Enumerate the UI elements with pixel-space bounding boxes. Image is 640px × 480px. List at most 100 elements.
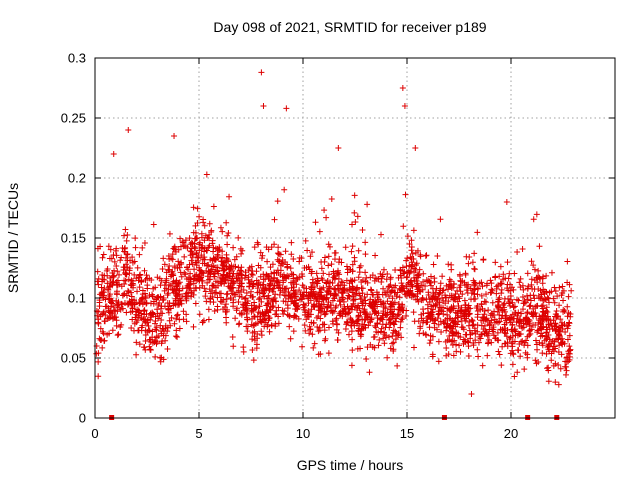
data-point xyxy=(445,286,451,293)
data-point xyxy=(123,261,130,268)
data-point xyxy=(392,336,399,343)
data-point xyxy=(147,310,154,317)
data-point xyxy=(249,346,256,353)
data-point xyxy=(226,263,233,270)
data-point xyxy=(277,251,284,258)
data-point xyxy=(111,258,118,265)
data-point xyxy=(551,338,558,345)
data-point xyxy=(463,331,470,338)
data-point xyxy=(287,335,294,342)
data-point xyxy=(437,307,444,314)
data-point xyxy=(268,270,275,277)
data-point xyxy=(154,306,161,313)
data-point xyxy=(504,281,511,288)
data-point xyxy=(157,358,164,365)
data-point xyxy=(430,290,437,297)
data-point xyxy=(376,336,383,343)
data-point xyxy=(427,332,434,339)
data-point xyxy=(267,282,274,289)
data-point xyxy=(147,336,154,343)
data-point xyxy=(357,309,364,316)
data-point xyxy=(144,282,151,289)
data-point xyxy=(340,289,347,296)
data-point xyxy=(377,298,384,305)
data-point xyxy=(127,309,134,316)
data-point xyxy=(158,277,165,284)
data-point xyxy=(484,352,491,359)
data-point xyxy=(179,285,186,292)
data-point xyxy=(463,287,470,294)
data-point xyxy=(136,300,143,307)
data-point xyxy=(494,337,501,344)
data-point xyxy=(147,300,154,307)
data-point xyxy=(230,244,237,251)
data-point xyxy=(390,327,397,334)
data-point xyxy=(551,299,558,306)
data-point xyxy=(408,237,415,244)
data-point xyxy=(349,303,356,310)
data-point xyxy=(307,253,314,260)
data-point xyxy=(526,327,533,334)
data-point xyxy=(325,350,332,357)
data-point xyxy=(275,258,282,265)
data-point xyxy=(519,306,526,313)
data-point xyxy=(458,313,465,320)
data-point xyxy=(383,321,390,328)
data-point xyxy=(164,324,171,331)
data-point xyxy=(201,254,208,261)
data-point xyxy=(96,299,103,306)
data-point xyxy=(326,285,333,292)
data-point xyxy=(431,275,438,282)
data-point xyxy=(133,299,140,306)
data-point xyxy=(224,241,231,248)
data-point xyxy=(314,323,321,330)
data-point xyxy=(123,237,130,244)
data-point xyxy=(465,305,472,312)
data-point xyxy=(248,263,255,270)
data-point xyxy=(361,294,368,301)
data-point xyxy=(455,303,462,310)
data-point xyxy=(530,216,537,223)
data-point xyxy=(190,280,197,287)
data-point xyxy=(161,261,168,268)
data-point xyxy=(526,303,533,310)
data-point xyxy=(495,282,502,289)
x-tick-label: 5 xyxy=(195,426,202,441)
data-point xyxy=(440,319,447,326)
data-point xyxy=(286,312,293,319)
data-point xyxy=(140,344,147,351)
data-point xyxy=(524,333,531,340)
data-point xyxy=(227,266,234,273)
data-point xyxy=(387,320,394,327)
data-point xyxy=(429,296,436,303)
data-point xyxy=(176,316,183,323)
data-point xyxy=(340,308,347,315)
data-point xyxy=(277,287,284,294)
data-point xyxy=(566,332,573,339)
data-point xyxy=(509,321,516,328)
data-point xyxy=(134,264,141,271)
data-point xyxy=(390,319,397,326)
data-point xyxy=(237,267,244,274)
data-point xyxy=(503,333,510,340)
data-point xyxy=(552,345,559,352)
data-point xyxy=(229,280,236,287)
data-point xyxy=(411,344,418,351)
data-point xyxy=(159,266,166,273)
data-point xyxy=(325,253,332,260)
data-point xyxy=(562,371,569,378)
data-point xyxy=(279,273,286,280)
data-point xyxy=(163,269,170,276)
data-point xyxy=(324,305,331,312)
data-point xyxy=(351,192,358,199)
data-point xyxy=(219,228,226,235)
data-point xyxy=(320,321,327,328)
data-point xyxy=(490,332,497,339)
data-point xyxy=(426,340,433,347)
data-point xyxy=(543,315,550,322)
data-point xyxy=(281,308,288,315)
data-point xyxy=(544,365,551,372)
data-point xyxy=(133,351,140,358)
data-point xyxy=(235,234,242,241)
data-point xyxy=(189,250,196,257)
